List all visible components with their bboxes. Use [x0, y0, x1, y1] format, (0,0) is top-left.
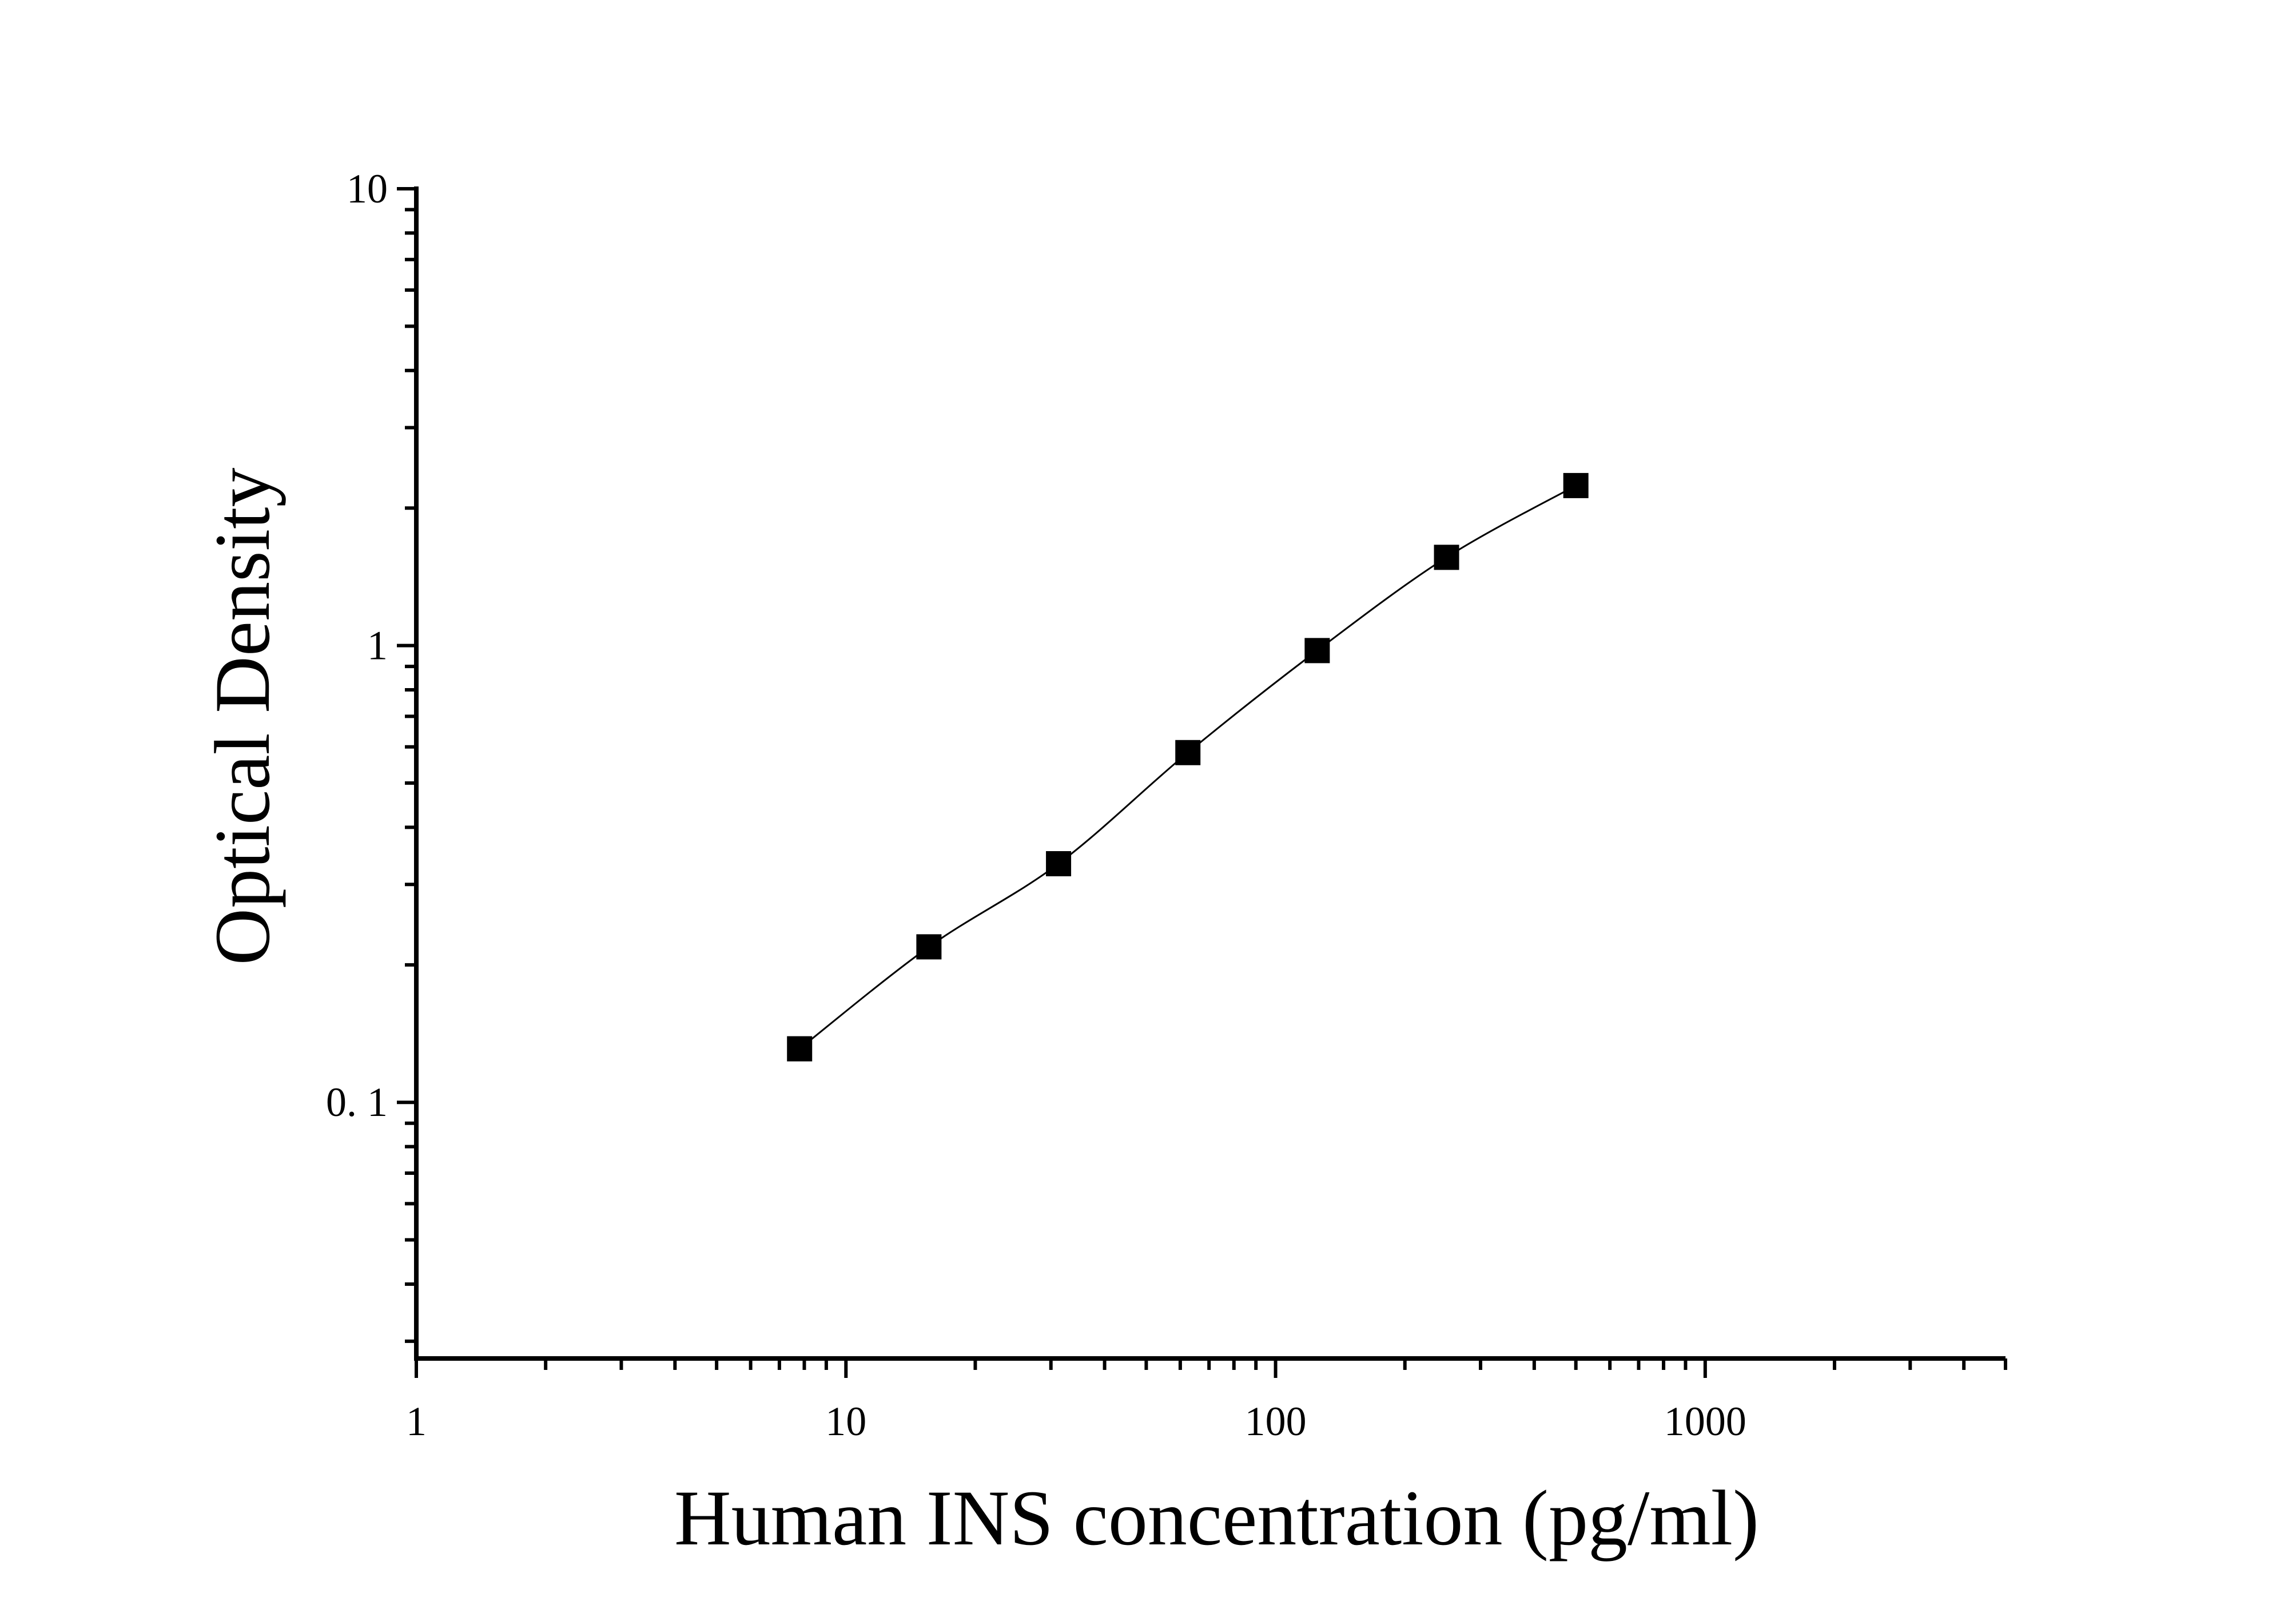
data-point-1 — [787, 1036, 813, 1062]
data-point-5 — [1304, 638, 1330, 664]
data-point-7 — [1563, 472, 1589, 498]
data-point-6 — [1434, 545, 1459, 570]
data-point-4 — [1175, 740, 1201, 765]
data-point-3 — [1046, 851, 1072, 877]
y-axis-title: Optical Density — [198, 468, 286, 966]
axes — [397, 186, 2007, 1378]
x-axis-title: Human INS concentration (pg/ml) — [674, 1474, 1759, 1562]
tick-labels-layer: 1 10 100 1000 0. 1 1 10 — [326, 166, 1746, 1444]
y-tick-label: 0. 1 — [326, 1079, 388, 1125]
y-tick-label: 10 — [347, 166, 388, 212]
data-point-2 — [916, 934, 942, 960]
x-tick-label: 1000 — [1664, 1399, 1746, 1444]
data-points-layer — [787, 472, 1589, 1062]
x-tick-label: 100 — [1245, 1399, 1307, 1444]
x-tick-label: 10 — [825, 1399, 866, 1444]
x-tick-label: 1 — [406, 1399, 427, 1444]
y-tick-label: 1 — [367, 623, 388, 669]
fit-curve — [799, 484, 1577, 1050]
fit-curve-layer — [799, 484, 1577, 1050]
